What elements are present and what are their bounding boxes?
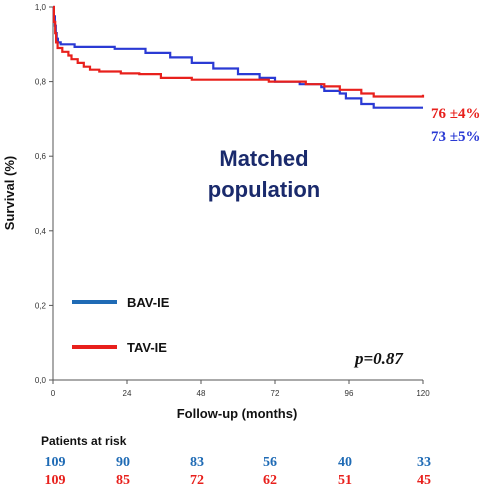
end-label-bav-ie: 73 ±5%	[431, 129, 480, 145]
risk-value: 56	[263, 455, 277, 470]
x-tick-label: 24	[123, 389, 132, 398]
risk-value: 90	[116, 455, 130, 470]
center-label-line-2: population	[208, 177, 320, 202]
y-tick-label: 0,8	[35, 78, 47, 87]
chart-ticks: 0,0 0,2 0,4 0,6 0,8 1,0 0 24 48 72 96 120	[35, 3, 430, 398]
chart-axes	[52, 7, 423, 381]
chart-labels: Follow-up (months) Survival (%) 73 ±5% 76 ±…	[2, 106, 480, 421]
x-tick-label: 120	[416, 389, 430, 398]
legend-label-bav-ie: BAV-IE	[127, 295, 170, 310]
chart-legend: BAV-IE TAV-IE	[72, 295, 170, 355]
risk-value: 85	[116, 473, 130, 488]
risk-value: 109	[45, 455, 66, 470]
y-tick-label: 0,2	[35, 301, 47, 310]
x-tick-label: 72	[271, 389, 280, 398]
risk-value: 62	[263, 473, 277, 488]
y-axis-title: Survival (%)	[2, 156, 17, 230]
y-tick-label: 0,0	[35, 376, 47, 385]
y-tick-label: 1,0	[35, 3, 47, 12]
risk-value: 45	[417, 473, 431, 488]
y-tick-label: 0,4	[35, 227, 47, 236]
center-label-line-1: Matched	[219, 146, 308, 171]
risk-table-title: Patients at risk	[41, 434, 127, 448]
risk-value: 33	[417, 455, 431, 470]
risk-table: Patients at risk 109 90 83 56 40 33 109 85 72 62 51…	[41, 434, 431, 488]
y-tick-label: 0,6	[35, 152, 47, 161]
x-tick-label: 48	[197, 389, 206, 398]
end-label-tav-ie: 76 ±4%	[431, 106, 480, 122]
x-axis-title: Follow-up (months)	[177, 406, 298, 421]
chart-series	[52, 5, 425, 109]
x-tick-label: 0	[51, 389, 56, 398]
x-tick-label: 96	[345, 389, 354, 398]
series-line-tav-ie	[52, 5, 425, 98]
risk-value: 109	[45, 473, 66, 488]
p-value-annotation: p=0.87	[353, 349, 404, 368]
risk-value: 40	[338, 455, 352, 470]
legend-label-tav-ie: TAV-IE	[127, 340, 167, 355]
risk-value: 83	[190, 455, 204, 470]
risk-value: 72	[190, 473, 204, 488]
risk-value: 51	[338, 473, 352, 488]
